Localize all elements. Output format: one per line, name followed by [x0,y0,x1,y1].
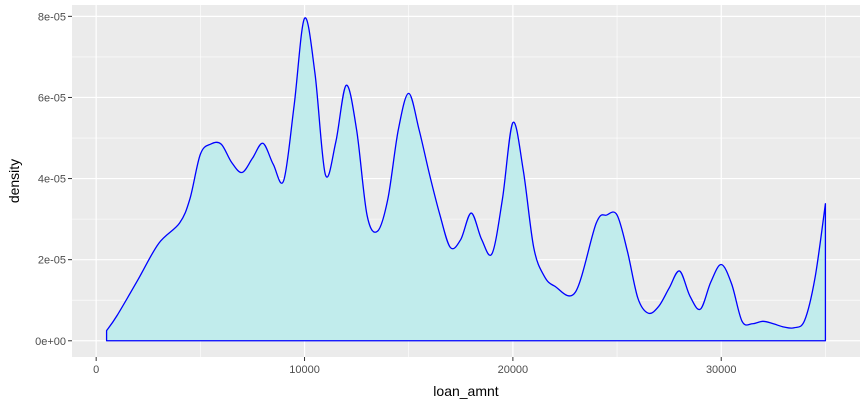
x-tick-label: 30000 [706,364,737,376]
x-tick-label: 20000 [498,364,529,376]
x-tick-label: 10000 [289,364,320,376]
density-series [105,17,827,342]
y-tick-label: 4e-05 [38,174,66,186]
density-area [105,17,827,342]
y-tick-label: 8e-05 [38,11,66,23]
x-tick-label: 0 [93,364,99,376]
y-tick-label: 6e-05 [38,92,66,104]
axes: 0 10000 20000 30000 0e+00 2e-05 4e-05 6e-05 8e-0… [35,11,736,376]
y-axis-title: density [6,159,22,203]
y-tick-label: 2e-05 [38,255,66,267]
x-axis-title: loan_amnt [433,383,498,399]
y-tick-label: 0e+00 [35,336,66,348]
